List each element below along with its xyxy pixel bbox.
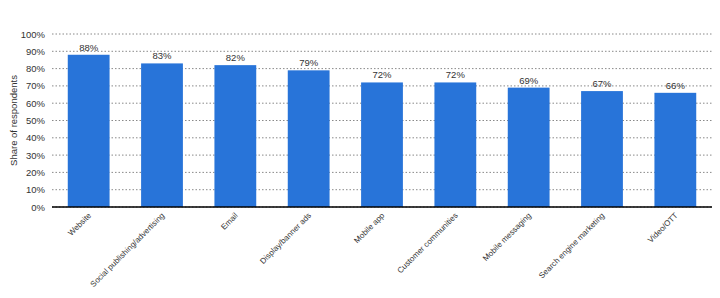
x-tick-label: Display/banner ads xyxy=(258,211,313,266)
data-label: 82% xyxy=(226,52,246,63)
grid-line xyxy=(52,51,712,52)
y-tick-label: 70% xyxy=(26,80,46,91)
grid-line xyxy=(52,34,712,35)
x-tick-label: Video/OTT xyxy=(646,211,680,245)
x-axis-line xyxy=(52,206,712,208)
y-tick-label: 80% xyxy=(26,63,46,74)
bar xyxy=(288,70,330,207)
data-label: 69% xyxy=(519,75,539,86)
bar xyxy=(581,91,623,207)
bar xyxy=(434,82,476,207)
y-tick-label: 0% xyxy=(31,202,45,213)
bar xyxy=(68,55,110,207)
y-axis-title: Share of respondents xyxy=(8,75,19,166)
x-tick-label: Customer communities xyxy=(396,211,460,275)
data-label: 79% xyxy=(299,57,319,68)
data-label: 72% xyxy=(372,69,392,80)
y-tick-label: 10% xyxy=(26,184,46,195)
data-label: 72% xyxy=(446,69,466,80)
x-tick-label: Mobile app xyxy=(352,211,386,245)
data-label: 88% xyxy=(79,42,99,53)
data-label: 66% xyxy=(666,80,686,91)
y-tick-label: 30% xyxy=(26,150,46,161)
x-tick-label: Mobile messaging xyxy=(481,211,533,263)
y-tick-label: 50% xyxy=(26,115,46,126)
y-tick-label: 100% xyxy=(21,29,46,40)
chart-svg: 0% 10% 20% 30% 40% 50% 60% 70% 80% 90% 100% Share o… xyxy=(0,0,720,298)
bar xyxy=(508,88,550,207)
bar xyxy=(654,93,696,207)
y-tick-label: 40% xyxy=(26,132,46,143)
x-tick-label: Social publishing/advertising xyxy=(89,211,167,289)
bars xyxy=(68,55,696,207)
y-tick-label: 60% xyxy=(26,98,46,109)
x-tick-label: Website xyxy=(66,211,93,238)
x-tick-label: Search engine marketing xyxy=(537,211,606,280)
bar xyxy=(214,65,256,207)
y-tick-label: 90% xyxy=(26,46,46,57)
grid-line xyxy=(52,207,712,208)
grid xyxy=(52,34,712,207)
bar xyxy=(141,63,183,207)
chart-container: 0% 10% 20% 30% 40% 50% 60% 70% 80% 90% 100% Share o… xyxy=(0,0,720,298)
y-tick-label: 20% xyxy=(26,167,46,178)
bar xyxy=(361,82,403,207)
data-label: 83% xyxy=(152,50,172,61)
data-label: 67% xyxy=(592,78,612,89)
x-tick-label: Email xyxy=(219,211,240,232)
